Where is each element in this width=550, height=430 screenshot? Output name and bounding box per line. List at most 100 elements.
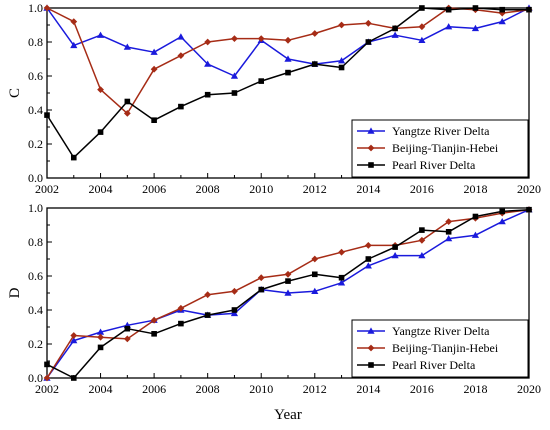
x-tick-label: 2014 — [356, 182, 380, 196]
data-point — [418, 252, 426, 259]
x-tick-label: 2012 — [303, 382, 327, 396]
legend-swatch-marker — [367, 127, 375, 134]
y-tick-label: 0.4 — [28, 303, 43, 317]
data-point — [124, 325, 131, 332]
chart-panel-1: 2002 2004 2006 2008 2010 2012 2014 2016 2018 2020… — [7, 1, 541, 196]
x-tick-label: 2020 — [517, 382, 541, 396]
x-tick-label: 2018 — [463, 182, 487, 196]
data-point — [419, 227, 425, 233]
y-tick-label: 1.0 — [28, 1, 43, 15]
x-tick-label: 2018 — [463, 382, 487, 396]
data-point — [311, 255, 319, 263]
data-point — [44, 112, 50, 118]
data-point — [43, 374, 51, 382]
legend-swatch-marker — [368, 362, 374, 368]
data-point — [151, 331, 157, 337]
data-point — [43, 4, 51, 12]
y-tick-label: 0.0 — [28, 371, 43, 385]
x-tick-label: 2020 — [517, 182, 541, 196]
legend: Yangtze River Delta Beijing-Tianjin-Hebei… — [351, 319, 529, 378]
data-point — [445, 235, 453, 242]
data-point — [150, 65, 158, 73]
y-tick-label: 0.0 — [28, 171, 43, 185]
data-point — [70, 332, 78, 339]
data-point — [498, 9, 506, 17]
legend-label: Yangtze River Delta — [392, 124, 490, 138]
x-tick-label: 2006 — [142, 382, 166, 396]
data-point — [96, 328, 105, 335]
data-point — [257, 274, 265, 282]
data-point — [70, 375, 77, 381]
data-point — [338, 21, 345, 29]
data-point — [177, 304, 185, 312]
data-point — [364, 19, 372, 27]
data-point — [151, 117, 157, 123]
data-point — [311, 287, 319, 294]
y-tick-label: 0.2 — [28, 137, 43, 151]
data-point — [70, 337, 78, 344]
legend-label: Yangtze River Delta — [392, 324, 490, 338]
data-point — [311, 61, 318, 67]
data-point — [418, 36, 426, 43]
x-tick-label: 2016 — [410, 182, 434, 196]
data-point — [392, 244, 398, 250]
data-point — [445, 6, 452, 13]
y-tick-label: 0.2 — [28, 337, 43, 351]
data-point — [445, 23, 453, 30]
data-point — [498, 18, 506, 25]
data-point — [337, 57, 346, 64]
legend: Yangtze River Delta Beijing-Tianjin-Hebei… — [351, 119, 529, 178]
data-point — [178, 320, 184, 327]
data-point — [499, 6, 506, 13]
data-point — [419, 5, 425, 11]
legend-label: Beijing-Tianjin-Hebei — [392, 341, 499, 355]
data-point — [124, 98, 131, 105]
data-point — [204, 38, 212, 46]
data-point — [230, 72, 239, 79]
y-tick-label: 0.8 — [28, 235, 43, 249]
data-point — [311, 271, 318, 278]
data-point — [97, 86, 104, 93]
data-point — [123, 43, 131, 50]
y-tick-label: 0.6 — [28, 69, 43, 83]
data-point — [96, 31, 105, 38]
data-point — [284, 270, 292, 278]
x-tick-label: 2008 — [196, 182, 220, 196]
data-point — [364, 242, 372, 249]
data-point — [177, 33, 185, 40]
data-point — [97, 333, 104, 341]
x-tick-label: 2012 — [303, 182, 327, 196]
data-point — [204, 291, 212, 299]
data-point — [284, 36, 292, 44]
y-tick-label: 0.4 — [28, 103, 43, 117]
data-point — [472, 213, 479, 220]
series-pearl-river-delta — [44, 5, 532, 161]
data-point — [365, 39, 372, 45]
data-point — [526, 206, 532, 213]
data-point — [445, 229, 452, 235]
x-tick-label: 2004 — [89, 182, 113, 196]
data-point — [204, 60, 212, 67]
data-point — [365, 256, 372, 262]
data-point — [338, 248, 345, 256]
x-tick-label: 2010 — [249, 382, 273, 396]
data-point — [285, 278, 291, 284]
data-point — [70, 18, 78, 25]
data-point — [418, 236, 426, 244]
x-tick-label: 2008 — [196, 382, 220, 396]
data-point — [257, 35, 265, 42]
data-point — [499, 208, 506, 215]
y-axis-title: D — [7, 287, 23, 298]
x-axis-title: Year — [274, 407, 302, 423]
data-point — [526, 6, 532, 13]
data-point — [311, 30, 319, 37]
data-point — [70, 154, 77, 161]
data-point — [231, 90, 238, 96]
y-tick-label: 0.8 — [28, 35, 43, 49]
data-point — [231, 287, 238, 295]
y-tick-label: 1.0 — [28, 201, 43, 215]
x-tick-label: 2002 — [35, 382, 59, 396]
x-tick-label: 2004 — [89, 382, 113, 396]
data-point — [97, 344, 104, 351]
